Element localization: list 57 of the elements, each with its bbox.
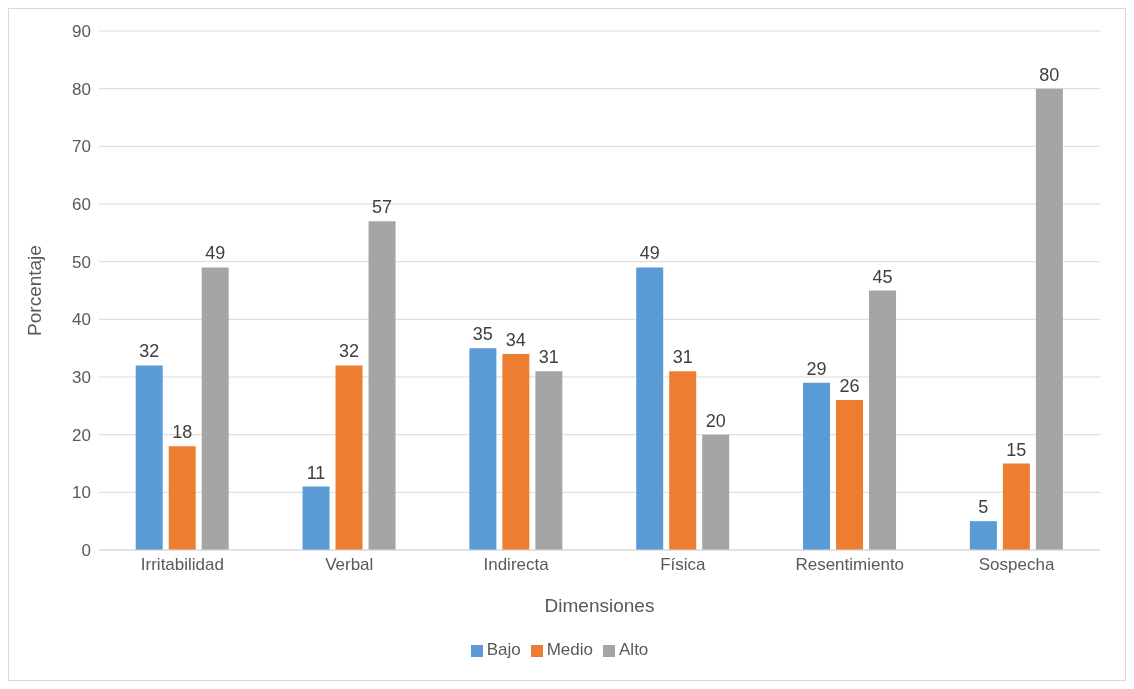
data-label: 57 [372,197,393,218]
data-label: 34 [505,329,526,350]
y-tick-label: 60 [72,195,91,215]
y-tick-label: 50 [72,252,91,272]
data-label: 31 [672,347,693,368]
x-tick-label: Sospecha [978,555,1055,575]
data-label: 49 [205,243,226,264]
data-label: 32 [339,341,360,362]
bar [502,353,530,550]
bar [168,446,196,550]
data-label: 35 [472,324,493,345]
x-tick-label: Verbal [325,555,374,575]
data-label: 49 [639,243,660,264]
y-tick-label: 80 [72,79,91,99]
y-tick-label: 70 [72,137,91,157]
data-label: 32 [139,341,160,362]
x-tick-label: Irritabilidad [140,555,224,575]
y-tick-label: 30 [72,368,91,388]
bar [469,348,497,550]
data-label: 45 [872,266,893,287]
data-label: 5 [978,497,989,518]
data-label: 29 [806,358,827,379]
bar [636,267,664,550]
bar [335,365,363,550]
y-tick-label: 90 [72,22,91,42]
legend-label: Alto [619,640,649,659]
bar [535,371,563,550]
data-label: 26 [839,376,860,397]
legend-label: Medio [546,640,594,659]
data-label: 31 [538,347,559,368]
bar [201,267,229,550]
bar [302,486,330,550]
y-tick-label: 0 [81,541,91,561]
bar [1002,463,1030,550]
legend-label: Bajo [486,640,521,659]
x-tick-label: Indirecta [483,555,550,575]
bar [702,434,730,550]
bar [969,521,997,550]
x-tick-label: Resentimiento [795,555,905,575]
y-axis-title: Porcentaje [23,245,45,336]
bar [669,371,697,550]
bar [803,382,831,550]
x-tick-label: Física [660,555,707,575]
data-label: 18 [172,422,193,443]
data-label: 15 [1006,439,1027,460]
y-tick-label: 40 [72,310,91,330]
y-tick-label: 20 [72,425,91,445]
data-label: 11 [306,462,326,483]
bar [1035,88,1063,550]
bar [368,221,396,550]
bar [135,365,163,550]
data-label: 80 [1039,64,1060,85]
bar [869,290,897,550]
data-label: 20 [705,410,726,431]
x-axis-title: Dimensiones [544,595,655,616]
bar [836,400,864,550]
y-tick-label: 10 [72,483,91,503]
